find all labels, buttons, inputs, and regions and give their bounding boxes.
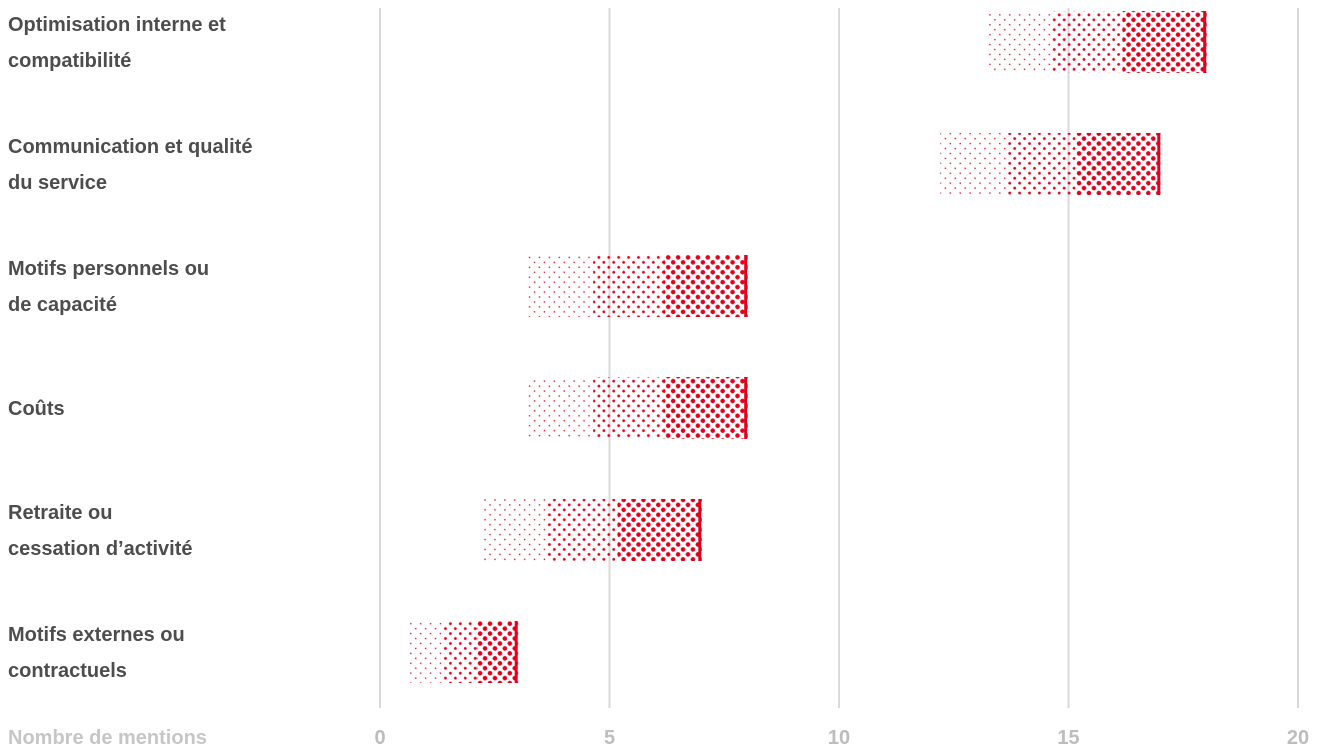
bar-halftone-segment bbox=[1122, 11, 1207, 73]
category-label: du service bbox=[8, 172, 107, 194]
bar-halftone-segment bbox=[1006, 133, 1078, 195]
category-label: Retraite ou bbox=[8, 502, 112, 524]
bar-halftone-segment bbox=[663, 255, 748, 317]
bar-halftone-segment bbox=[593, 255, 665, 317]
x-tick-label: 5 bbox=[604, 727, 615, 749]
bar-halftone-segment bbox=[527, 255, 594, 317]
bar-halftone-segment bbox=[986, 11, 1053, 73]
x-tick-labels: 0 5 10 15 20 bbox=[374, 727, 1309, 749]
category-label: Motifs personnels ou bbox=[8, 258, 209, 280]
bar-halftone-segment bbox=[481, 499, 548, 561]
bar-halftone-segment bbox=[1052, 11, 1124, 73]
bar-halftone-segment bbox=[593, 377, 665, 439]
bar bbox=[481, 499, 702, 561]
bar-halftone-segment bbox=[442, 621, 478, 683]
category-label: Coûts bbox=[8, 398, 65, 420]
bar-edge bbox=[744, 255, 748, 317]
bar bbox=[527, 255, 748, 317]
category-label: Optimisation interne et bbox=[8, 14, 226, 36]
category-label: Motifs externes ou bbox=[8, 624, 185, 646]
bar-halftone-segment bbox=[476, 621, 519, 683]
bar bbox=[940, 133, 1161, 195]
x-axis-title: Nombre de mentions bbox=[8, 727, 207, 749]
bar-halftone-segment bbox=[663, 377, 748, 439]
bars bbox=[410, 11, 1207, 683]
bar-edge bbox=[744, 377, 748, 439]
bar-edge bbox=[1157, 133, 1161, 195]
category-label: cessation d’activité bbox=[8, 538, 193, 560]
category-label: de capacité bbox=[8, 294, 117, 316]
x-tick-label: 15 bbox=[1057, 727, 1079, 749]
bar-halftone-segment bbox=[1076, 133, 1161, 195]
grid-lines bbox=[379, 8, 1299, 708]
category-labels: Optimisation interne et compatibilité Comm… bbox=[8, 14, 252, 682]
bar bbox=[986, 11, 1207, 73]
bar bbox=[410, 621, 519, 683]
x-tick-label: 20 bbox=[1287, 727, 1309, 749]
bar-halftone-segment bbox=[547, 499, 619, 561]
bar-edge bbox=[514, 621, 518, 683]
bar-halftone-segment bbox=[527, 377, 594, 439]
bar-halftone-segment bbox=[940, 133, 1007, 195]
bar bbox=[527, 377, 748, 439]
category-label: contractuels bbox=[8, 660, 127, 682]
x-tick-label: 10 bbox=[828, 727, 850, 749]
bar-halftone-segment bbox=[410, 621, 443, 683]
bar-halftone-segment bbox=[617, 499, 702, 561]
bar-edge bbox=[698, 499, 702, 561]
category-label: compatibilité bbox=[8, 50, 131, 72]
bar-edge bbox=[1203, 11, 1207, 73]
category-label: Communication et qualité bbox=[8, 136, 252, 158]
x-tick-label: 0 bbox=[374, 727, 385, 749]
